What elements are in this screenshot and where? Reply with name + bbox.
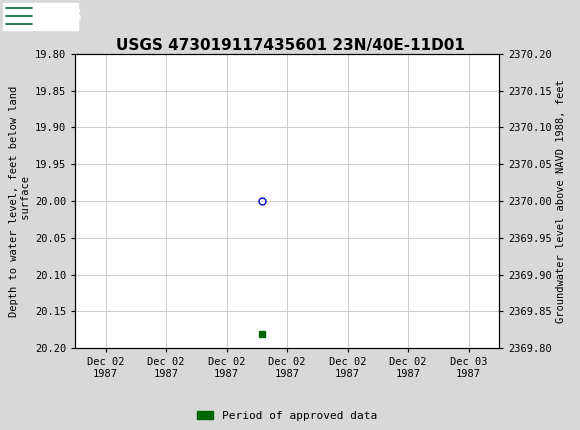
Y-axis label: Depth to water level, feet below land
 surface: Depth to water level, feet below land su… [9, 86, 31, 316]
Text: USGS: USGS [36, 9, 83, 24]
Legend: Period of approved data: Period of approved data [192, 406, 382, 425]
Y-axis label: Groundwater level above NAVD 1988, feet: Groundwater level above NAVD 1988, feet [556, 79, 566, 323]
Text: USGS 473019117435601 23N/40E-11D01: USGS 473019117435601 23N/40E-11D01 [115, 38, 465, 52]
FancyBboxPatch shape [3, 3, 78, 30]
